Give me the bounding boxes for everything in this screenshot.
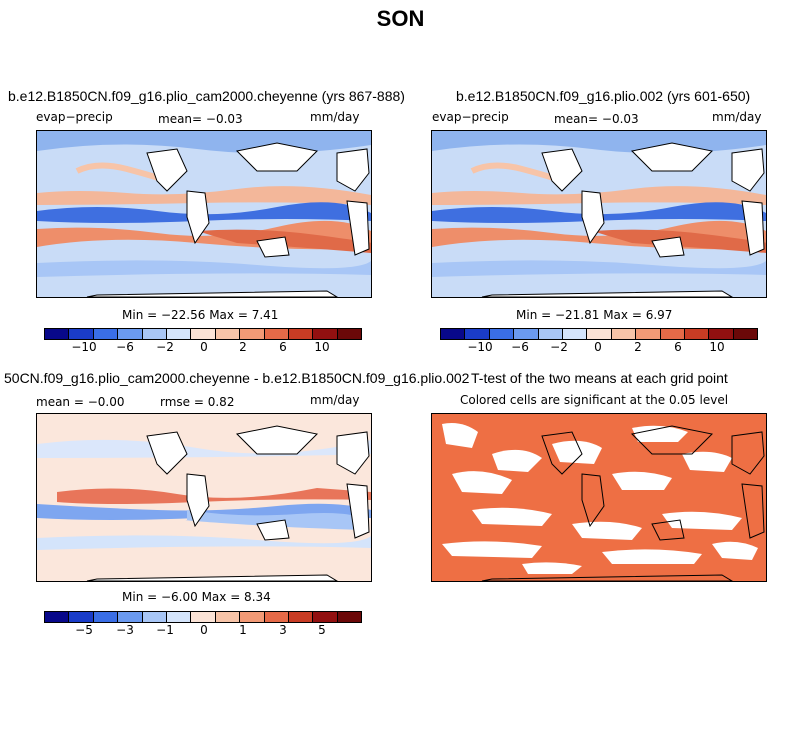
panel-2-colorbar-tick: −10: [467, 340, 493, 354]
panel-1-colorbar-tick: −2: [156, 340, 174, 354]
panel-2-map: [431, 130, 767, 298]
panel-1-colorbar: [44, 328, 362, 340]
panel-3-title: 50CN.f09_g16.plio_cam2000.cheyenne - b.e…: [4, 370, 470, 386]
panel-3-rmse: rmse = 0.82: [160, 395, 235, 409]
figure-title: SON: [376, 6, 425, 31]
panel-4-map: [431, 413, 767, 582]
panel-4-title: T-test of the two means at each grid poi…: [471, 370, 728, 386]
panel-2-colorbar-tick: 2: [634, 340, 642, 354]
panel-2-colorbar: [440, 328, 758, 340]
panel-1-colorbar-tick: −6: [116, 340, 134, 354]
panel-2-mean: mean= −0.03: [554, 112, 639, 126]
panel-1-colorbar-tick: 10: [314, 340, 330, 354]
panel-1-min-max: Min = −22.56 Max = 7.41: [122, 308, 279, 322]
panel-2-min-max: Min = −21.81 Max = 6.97: [516, 308, 673, 322]
panel-4-map-graphic: [432, 414, 766, 581]
panel-2-colorbar-tick: −2: [550, 340, 568, 354]
panel-2-colorbar-tick: −6: [511, 340, 529, 354]
panel-3-mean: mean = −0.00: [36, 395, 125, 409]
panel-2-colorbar-tick: 6: [674, 340, 682, 354]
panel-1-colorbar-tick: 6: [279, 340, 287, 354]
panel-3-colorbar-tick: 0: [200, 623, 208, 637]
panel-2-colorbar-tick: 0: [594, 340, 602, 354]
panel-2-title: b.e12.B1850CN.f09_g16.plio.002 (yrs 601-…: [456, 88, 751, 104]
panel-1-mean: mean= −0.03: [158, 112, 243, 126]
panel-1-title: b.e12.B1850CN.f09_g16.plio_cam2000.cheye…: [8, 88, 405, 104]
panel-3-colorbar: [44, 611, 362, 623]
panel-3-colorbar-tick: −5: [75, 623, 93, 637]
panel-1-colorbar-tick: −10: [71, 340, 97, 354]
panel-2-units: mm/day: [712, 110, 762, 124]
panel-3-colorbar-tick: 5: [318, 623, 326, 637]
panel-3-colorbar-tick: −3: [116, 623, 134, 637]
panel-1-colorbar-tick: 0: [200, 340, 208, 354]
panel-3-map: [36, 413, 372, 582]
panel-4-subtitle: Colored cells are significant at the 0.0…: [460, 393, 729, 407]
panel-3-units: mm/day: [310, 393, 360, 407]
panel-3-colorbar-tick: −1: [156, 623, 174, 637]
panel-2-map-graphic: [432, 131, 766, 297]
panel-3-map-graphic: [37, 414, 371, 581]
panel-1-map-graphic: [37, 131, 371, 297]
panel-3-colorbar-tick: 1: [239, 623, 247, 637]
panel-3-colorbar-tick: 3: [279, 623, 287, 637]
panel-1-units: mm/day: [310, 110, 360, 124]
panel-2-colorbar-tick: 10: [709, 340, 725, 354]
panel-3-min-max: Min = −6.00 Max = 8.34: [122, 590, 271, 604]
panel-1-colorbar-tick: 2: [239, 340, 247, 354]
panel-1-map: [36, 130, 372, 298]
panel-2-variable: evap−precip: [432, 110, 509, 124]
panel-1-variable: evap−precip: [36, 110, 113, 124]
